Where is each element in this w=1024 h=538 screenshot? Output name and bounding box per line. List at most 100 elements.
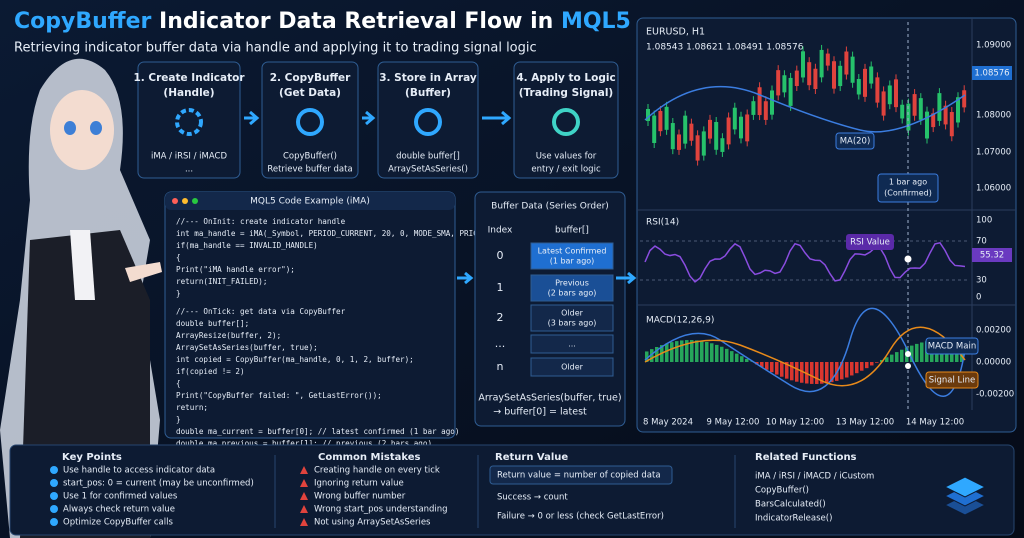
panel: [137, 61, 241, 179]
macd-title: MACD(12,26,9): [646, 316, 714, 326]
buffer-footer: → buffer[0] = latest: [493, 407, 587, 418]
macd-bar: [760, 362, 764, 368]
code-line: ArrayResize(buffer, 2);: [176, 331, 281, 340]
buffer-header: Index: [488, 226, 513, 236]
title: CopyBuffer Indicator Data Retrieval Flow…: [14, 9, 631, 34]
candle-body: [689, 123, 694, 141]
candle-body: [949, 112, 954, 137]
buffer-cell: [530, 357, 614, 377]
macd-bar: [690, 340, 694, 362]
mistake: Ignoring return value: [314, 479, 404, 489]
step-title: (Get Data): [279, 87, 341, 99]
step-title: 1. Create Indicator: [133, 72, 245, 84]
code-line: int copied = CopyBuffer(ma_handle, 0, 1,…: [176, 355, 414, 364]
x-label: 8 May 2024: [643, 418, 693, 428]
subtitle: Retrieving indicator buffer data via han…: [14, 41, 537, 56]
buffer-index: n: [497, 360, 504, 373]
macd-bar: [735, 353, 739, 362]
code-line: Print("iMA handle error");: [176, 265, 295, 274]
macd-bar: [825, 362, 829, 384]
macd-bar: [790, 362, 794, 381]
step-desc: ArraySetAsSeries(): [388, 165, 468, 175]
macd-bar: [745, 358, 749, 362]
rsi-line: [644, 241, 966, 283]
candle-body: [925, 111, 929, 139]
check-icon: [50, 466, 58, 474]
macd-bar: [700, 341, 704, 362]
buffer-value: (2 bars ago): [548, 289, 597, 298]
step-desc: Use values for: [536, 152, 597, 162]
rsi-value-bg: [972, 248, 1012, 262]
candle-body: [739, 116, 743, 139]
macd-bar: [765, 362, 769, 370]
chart-ohlc: 1.08543 1.08621 1.08491 1.08576: [646, 43, 804, 53]
mistake: Not using ArraySetAsSeries: [314, 518, 431, 528]
step-title: (Buffer): [405, 87, 451, 99]
flow-arrow: [244, 110, 260, 126]
signal-line: [644, 326, 966, 387]
code-line: }: [176, 415, 181, 424]
key-point: Always check return value: [63, 505, 175, 515]
related-function: BarsCalculated(): [755, 500, 826, 510]
layers-icon: [943, 476, 987, 498]
ma-label-bg: [835, 132, 875, 150]
candle-body: [937, 93, 942, 121]
code-titlebar: [165, 192, 455, 210]
rsi-label: RSI Value: [850, 238, 890, 248]
step-icon: [296, 108, 324, 136]
candle-body: [832, 61, 836, 89]
annotation: 1 bar ago: [889, 178, 927, 187]
warning-icon: [300, 466, 308, 474]
related-function: CopyBuffer(): [755, 486, 809, 496]
macd-bar: [795, 362, 799, 382]
candle-body: [813, 68, 818, 90]
macd-bar: [890, 354, 894, 362]
code-line: //--- OnInit: create indicator handle: [176, 217, 346, 226]
buffer-value: Latest Confirmed: [538, 247, 607, 256]
ma-line: [644, 85, 966, 133]
macd-bar: [655, 347, 659, 362]
price-label-bg: [972, 66, 1012, 80]
code-line: ArraySetAsSeries(buffer, true);: [176, 343, 318, 352]
step-desc: double buffer[]: [396, 152, 460, 162]
macd-bar: [870, 362, 874, 366]
candle-body: [918, 98, 923, 120]
candle-body: [646, 109, 650, 121]
macd-bar: [830, 362, 834, 383]
macd-bar: [670, 342, 674, 362]
candle-body: [881, 91, 886, 116]
x-label: 13 May 12:00: [836, 418, 894, 428]
macd-bar: [685, 340, 689, 362]
title-part: Indicator Data Retrieval Flow in: [151, 9, 561, 34]
step-desc: iMA / iRSI / iMACD: [151, 152, 228, 162]
macd-bar: [645, 351, 649, 362]
macd-tick: -0.00200: [976, 390, 1014, 400]
macd-bar: [840, 362, 844, 380]
buffer-index: ...: [495, 337, 506, 350]
step-title: 3. Store in Array: [379, 72, 477, 84]
macd-bar: [895, 352, 899, 362]
macd-bar: [740, 356, 744, 362]
macd-bar: [850, 362, 854, 376]
rsi-tick: 30: [976, 276, 987, 286]
macd-bar: [915, 343, 919, 362]
check-icon: [50, 518, 58, 526]
rsi-title: RSI(14): [646, 218, 679, 228]
step-icon: [414, 108, 442, 136]
window-dot: [182, 198, 188, 204]
window-dot: [192, 198, 198, 204]
code-line: if(ma_handle == INVALID_HANDLE): [176, 241, 318, 250]
warning-icon: [300, 479, 308, 487]
x-label: 10 May 12:00: [766, 418, 824, 428]
code-line: double ma_current = buffer[0]; // latest…: [176, 427, 459, 436]
candle-body: [658, 110, 663, 132]
title-part: MQL5: [561, 9, 631, 34]
rsi-label-bg: [846, 234, 894, 250]
macd-bar: [715, 344, 719, 362]
candle-body: [801, 51, 805, 78]
macd-bar: [920, 342, 924, 362]
candle-body: [825, 53, 830, 66]
candle-body: [807, 62, 812, 86]
macd-bar: [680, 340, 684, 362]
